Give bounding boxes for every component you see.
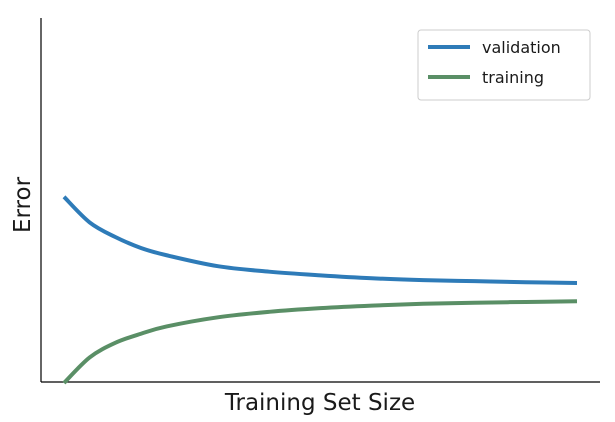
legend-label-validation: validation	[482, 38, 561, 57]
series-line-validation	[62, 195, 578, 285]
legend-label-training: training	[482, 68, 544, 87]
y-axis-label: Error	[10, 176, 36, 233]
x-axis-label: Training Set Size	[224, 390, 415, 416]
legend: validation training	[417, 29, 591, 101]
axes	[40, 18, 600, 383]
series-line-training	[62, 299, 578, 385]
series-layer	[62, 195, 578, 385]
